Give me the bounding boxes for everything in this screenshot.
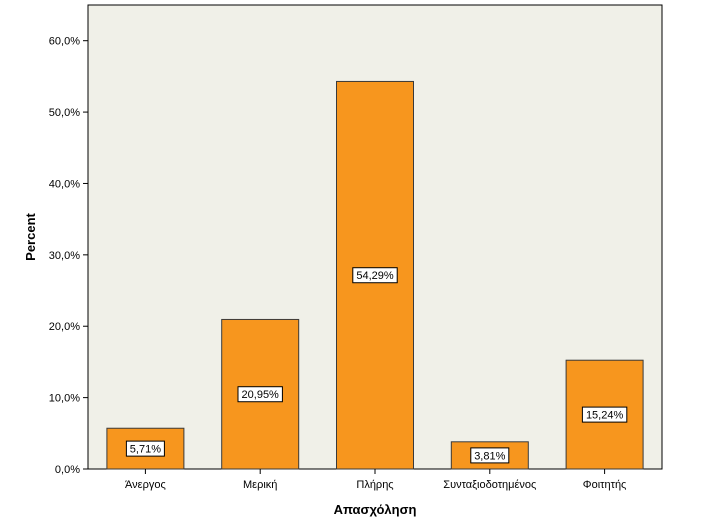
data-label: 20,95% [242, 389, 280, 401]
x-axis: Άνεργος Μερική Πλήρης Συνταξιοδοτημένος Φοιτ… [125, 469, 626, 491]
y-axis: 0,0% 10,0% 20,0% 30,0% 40,0% 50,0% 60,0% [49, 36, 88, 476]
data-label-box [581, 406, 628, 423]
data-label: 3,81% [474, 450, 505, 462]
bar [565, 359, 644, 470]
data-label: 5,71% [130, 444, 161, 456]
y-tick-label: 40,0% [49, 178, 80, 190]
y-tick-label: 0,0% [55, 464, 80, 476]
data-label-box [237, 386, 283, 403]
x-axis-title: Απασχόληση [334, 502, 417, 517]
x-tick-label: Συνταξιοδοτημένος [443, 479, 536, 491]
data-label-box [470, 447, 510, 464]
y-tick-label: 50,0% [49, 107, 80, 119]
data-label: 54,29% [356, 270, 394, 282]
y-axis-title: Percent [23, 212, 38, 260]
x-tick-label: Πλήρης [356, 479, 393, 491]
y-tick-label: 30,0% [49, 250, 80, 262]
data-label-box [125, 440, 165, 457]
y-tick-label: 10,0% [49, 393, 80, 405]
x-tick-label: Μερική [243, 479, 277, 491]
y-tick-label: 60,0% [49, 36, 80, 48]
data-label-box [352, 267, 398, 284]
data-label: 15,24% [586, 410, 624, 422]
y-tick-label: 20,0% [49, 321, 80, 333]
x-tick-label: Φοιτητής [583, 479, 627, 491]
bars: 5,71% 20,95% 54,29% 3,81% 15,24% [106, 80, 644, 470]
x-tick-label: Άνεργος [125, 479, 166, 491]
